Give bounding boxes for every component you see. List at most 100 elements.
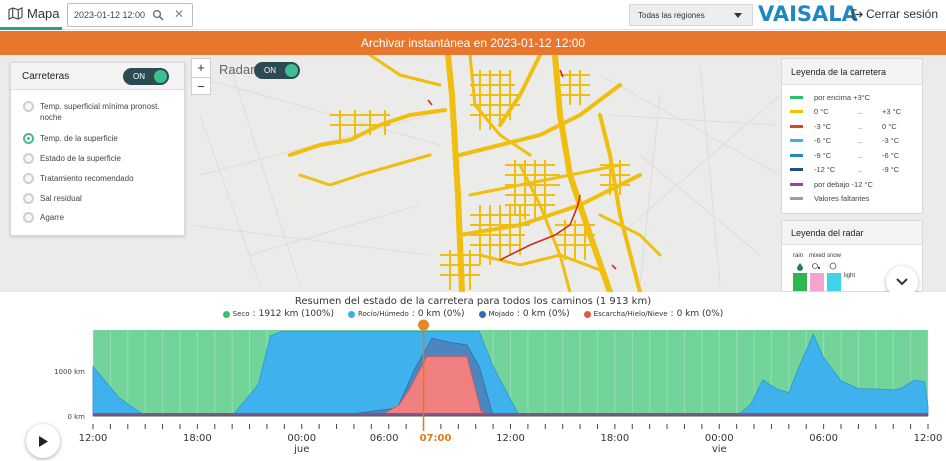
- map-tab[interactable]: Mapa: [0, 0, 62, 30]
- y-tick-label: 1000 km: [54, 368, 85, 376]
- legend-to: 0 °C: [882, 121, 897, 131]
- logout-icon: [852, 8, 863, 20]
- option-label: Temp. de la superficie: [40, 134, 118, 143]
- option-min-surface-temp[interactable]: Temp. superficial mínima pronost. noche: [23, 101, 173, 123]
- radio-icon[interactable]: [23, 101, 34, 112]
- option-surface-temp[interactable]: Temp. de la superficie: [23, 133, 173, 144]
- radar-legend-panel: Leyenda del radar rain mixed snow light: [781, 220, 923, 292]
- region-select[interactable]: Todas las regiones: [629, 4, 753, 26]
- legend-item-ice[interactable]: Escarcha/Hielo/Nieve: 0 km (0%): [583, 309, 723, 319]
- option-label: Temp. superficial mínima pronost. noche: [40, 102, 160, 122]
- legend-swatch: [790, 110, 803, 113]
- zoom-control: + −: [191, 58, 211, 95]
- radio-selected-icon[interactable]: [23, 133, 34, 144]
- legend-dot: [347, 310, 355, 318]
- top-bar: Mapa 2023-01-12 12:00 ✕ Todas las region…: [0, 0, 946, 30]
- play-icon: [39, 435, 48, 447]
- logout-button[interactable]: Cerrar sesión: [852, 7, 938, 21]
- toggle-knob: [154, 70, 167, 83]
- legend-to: -3 °C: [882, 136, 900, 145]
- mixed-swatch: [810, 273, 824, 291]
- x-tick-label: 00:00: [705, 433, 734, 444]
- search-icon[interactable]: [152, 9, 164, 21]
- radio-icon[interactable]: [23, 153, 34, 164]
- roads-toggle[interactable]: ON: [123, 68, 169, 85]
- x-tick-label: 18:00: [600, 433, 629, 444]
- option-grip[interactable]: Agarre: [23, 212, 173, 223]
- legend-from: Valores faltantes: [814, 194, 870, 203]
- y-tick-label: 0 km: [67, 413, 85, 421]
- legend-from: -9 °C: [814, 150, 832, 160]
- x-tick-label: 12:00: [79, 433, 108, 444]
- legend-swatch: [790, 139, 803, 142]
- legend-name: Rocío/Húmedo: [357, 310, 409, 318]
- radar-col-rain-label: rain: [793, 253, 804, 259]
- rain-drop-icon: [797, 263, 803, 271]
- radio-icon[interactable]: [23, 173, 34, 184]
- map-icon: [8, 7, 23, 20]
- legend-dots: ..: [858, 121, 863, 131]
- legend-name: Mojado: [488, 310, 514, 318]
- legend-swatch: [790, 168, 803, 171]
- radar-legend-title: Leyenda del radar: [782, 221, 922, 245]
- radio-icon[interactable]: [23, 193, 34, 204]
- option-label: Tratamiento recomendado: [40, 174, 134, 183]
- baseline-band: [93, 413, 928, 416]
- legend-row: por encima +3°C: [790, 92, 870, 102]
- radar-intensity-label: light: [844, 273, 856, 279]
- legend-swatch: [790, 182, 803, 186]
- legend-from: 0 °C: [814, 107, 829, 116]
- datetime-input[interactable]: 2023-01-12 12:00 ✕: [67, 3, 193, 27]
- chart-title: Resumen del estado de la carretera para …: [294, 296, 652, 307]
- legend-row: -6 °C.. -3 °C: [790, 136, 899, 146]
- series-damp-area: [92, 331, 929, 417]
- legend-row: -9 °C.. -6 °C: [790, 150, 899, 160]
- legend-from: -12 °C: [814, 165, 836, 174]
- legend-name: Escarcha/Hielo/Nieve: [593, 310, 668, 318]
- legend-row: 0 °C.. +3 °C: [790, 107, 901, 117]
- clear-icon[interactable]: ✕: [173, 7, 184, 21]
- legend-item-damp[interactable]: Rocío/Húmedo: 0 km (0%): [347, 309, 465, 319]
- roads-toggle-label: ON: [133, 72, 145, 81]
- radar-toggle[interactable]: ON: [254, 62, 300, 79]
- legend-dots: ..: [858, 150, 863, 160]
- radar-col-snow-label: snow: [827, 253, 842, 259]
- road-condition-chart: 0 km 1000 km 12:00 18:00 00:00 jue 06:00 07:00 1…: [0, 292, 946, 461]
- road-legend-panel: Leyenda de la carretera por encima +3°C 0…: [781, 58, 923, 214]
- legend-dot: [478, 310, 486, 318]
- legend-swatch: [790, 124, 803, 128]
- radar-label: Radar: [219, 62, 255, 77]
- option-surface-state[interactable]: Estado de la superficie: [23, 153, 173, 164]
- x-tick-label: 12:00: [914, 433, 943, 444]
- radar-legend-swatches: [793, 262, 841, 291]
- legend-value: 1912 km (100%): [258, 309, 334, 319]
- vaisala-logo: VAISALA: [758, 2, 858, 26]
- current-time-handle: [418, 319, 430, 331]
- legend-row: -3 °C.. 0 °C: [790, 121, 897, 131]
- x-tick-label: 07:00: [420, 433, 452, 444]
- legend-dots: ..: [858, 107, 863, 116]
- option-residual-salt[interactable]: Sal residual: [23, 193, 173, 204]
- legend-from: -3 °C: [814, 121, 832, 131]
- legend-item-dry[interactable]: Seco: 1912 km (100%): [222, 309, 334, 319]
- legend-row: Valores faltantes: [790, 194, 869, 204]
- legend-item-wet[interactable]: Mojado: 0 km (0%): [478, 309, 570, 319]
- legend-row: -12 °C.. -9 °C: [790, 165, 899, 175]
- logout-label: Cerrar sesión: [866, 7, 939, 21]
- snowflake-icon: [829, 262, 837, 270]
- legend-name: Seco: [232, 310, 250, 318]
- option-label: Estado de la superficie: [40, 154, 121, 163]
- legend-from: -6 °C: [814, 136, 832, 145]
- zoom-out-button[interactable]: −: [192, 77, 210, 95]
- legend-dot: [583, 310, 591, 318]
- play-button[interactable]: [26, 424, 60, 458]
- x-day-label: vie: [712, 444, 727, 455]
- radio-icon[interactable]: [23, 212, 34, 223]
- legend-dot: [222, 310, 230, 318]
- toggle-knob: [285, 64, 298, 77]
- legend-from: por encima +3°C: [814, 92, 871, 102]
- option-recommended-treatment[interactable]: Tratamiento recomendado: [23, 173, 173, 184]
- archive-banner: Archivar instantánea en 2023-01-12 12:00: [0, 31, 946, 55]
- legend-swatch: [790, 95, 803, 99]
- zoom-in-button[interactable]: +: [197, 60, 205, 75]
